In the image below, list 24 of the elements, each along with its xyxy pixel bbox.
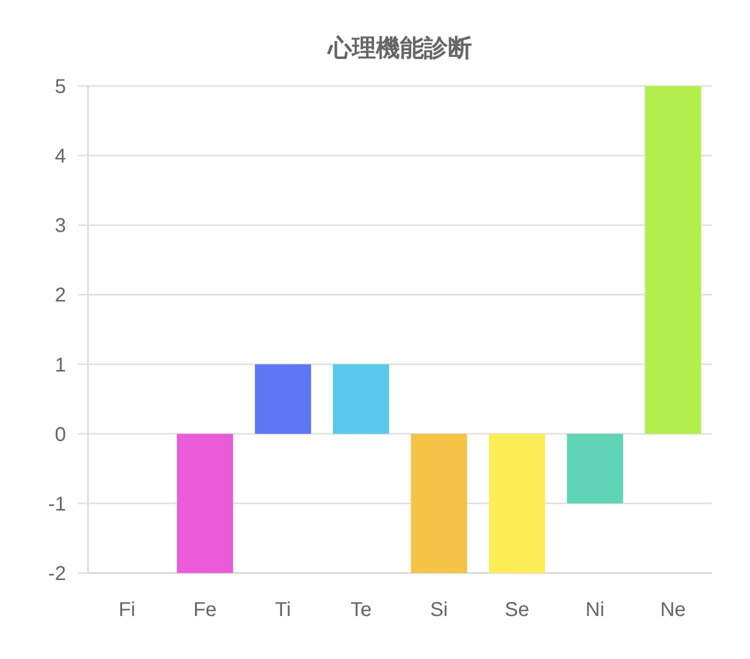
x-tick-label: Si bbox=[430, 599, 448, 621]
y-tick-label: -1 bbox=[48, 493, 66, 516]
bar bbox=[488, 434, 546, 573]
y-tick-label: 3 bbox=[54, 215, 66, 238]
bar bbox=[410, 434, 468, 573]
y-tick-label: 0 bbox=[54, 424, 66, 446]
x-tick-label: Se bbox=[504, 599, 530, 621]
x-tick-label: Ni bbox=[586, 599, 604, 621]
chart-title: 心理機能診断 bbox=[327, 35, 472, 62]
x-tick-label: Ne bbox=[660, 599, 686, 621]
y-tick-label: 5 bbox=[54, 76, 66, 98]
bar bbox=[254, 364, 312, 434]
bar bbox=[644, 86, 702, 434]
x-tick-label: Te bbox=[350, 599, 372, 621]
bar bbox=[176, 434, 234, 573]
bar bbox=[332, 364, 390, 434]
y-tick-label: 1 bbox=[54, 354, 66, 376]
y-tick-label: 2 bbox=[54, 284, 66, 307]
x-tick-label: Ti bbox=[275, 599, 291, 621]
x-tick-label: Fe bbox=[193, 599, 217, 621]
y-tick-label: 4 bbox=[54, 146, 66, 168]
bar bbox=[566, 434, 624, 504]
x-tick-label: Fi bbox=[118, 599, 136, 621]
y-tick-label: -2 bbox=[48, 563, 66, 585]
